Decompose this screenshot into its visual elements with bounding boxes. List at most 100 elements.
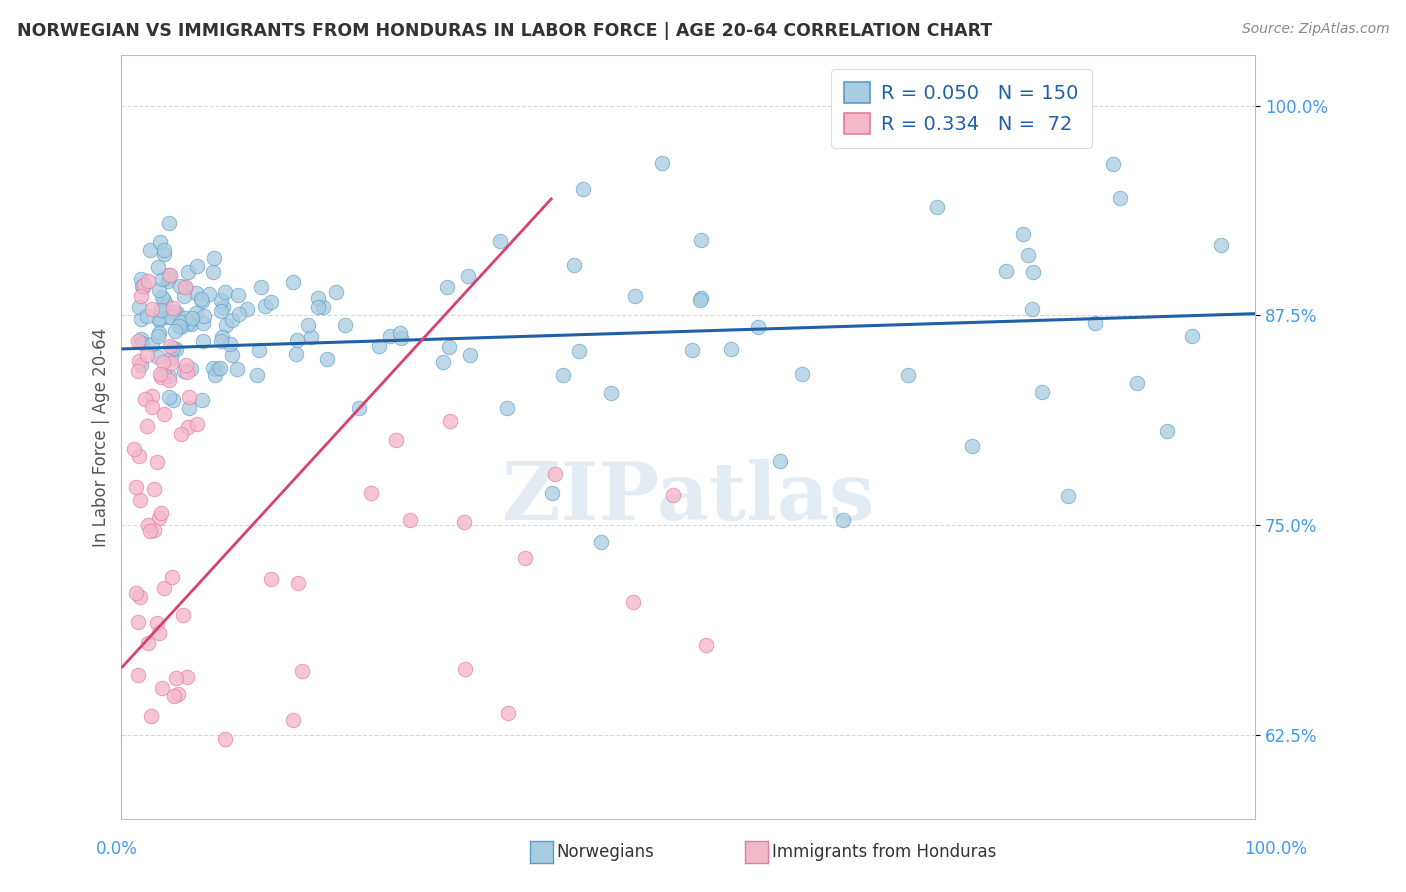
Point	[221, 348, 243, 362]
Text: Norwegians: Norwegians	[557, 843, 655, 861]
Point	[209, 293, 232, 307]
Point	[621, 595, 644, 609]
Point	[436, 280, 458, 294]
Point	[150, 370, 173, 384]
Point	[380, 328, 402, 343]
Point	[177, 420, 200, 434]
Point	[496, 401, 519, 415]
Point	[193, 309, 215, 323]
Point	[360, 485, 382, 500]
Point	[174, 358, 197, 372]
Point	[299, 330, 322, 344]
Point	[150, 271, 173, 285]
Point	[169, 279, 191, 293]
Point	[153, 368, 176, 382]
Point	[453, 662, 475, 676]
Point	[129, 272, 152, 286]
Point	[927, 200, 949, 214]
Point	[127, 364, 149, 378]
Point	[155, 296, 177, 310]
Point	[202, 360, 225, 375]
Point	[139, 243, 162, 257]
Point	[176, 670, 198, 684]
Point	[333, 318, 356, 332]
Point	[136, 348, 159, 362]
Point	[591, 535, 613, 549]
Point	[148, 625, 170, 640]
Point	[439, 414, 461, 428]
Point	[129, 312, 152, 326]
Point	[143, 524, 166, 538]
Point	[128, 492, 150, 507]
Point	[136, 274, 159, 288]
Point	[1102, 157, 1125, 171]
Point	[152, 243, 174, 257]
Point	[388, 326, 411, 341]
Point	[157, 271, 180, 285]
Point	[287, 576, 309, 591]
Point	[176, 365, 198, 379]
Point	[389, 331, 412, 345]
Point	[170, 319, 193, 334]
Point	[747, 319, 769, 334]
Point	[624, 289, 647, 303]
Point	[159, 339, 181, 353]
Point	[384, 433, 406, 447]
Point	[207, 361, 229, 376]
Point	[197, 286, 219, 301]
Point	[125, 586, 148, 600]
Point	[432, 355, 454, 369]
Point	[1021, 265, 1043, 279]
Point	[191, 293, 214, 308]
Point	[398, 512, 420, 526]
Point	[148, 329, 170, 343]
Point	[201, 265, 224, 279]
Point	[157, 369, 180, 384]
Point	[1057, 489, 1080, 503]
Point	[149, 303, 172, 318]
Point	[1180, 329, 1202, 343]
Text: Immigrants from Honduras: Immigrants from Honduras	[772, 843, 997, 861]
Point	[682, 343, 704, 358]
Point	[995, 264, 1018, 278]
Point	[551, 368, 574, 383]
Point	[209, 334, 232, 349]
Point	[458, 348, 481, 362]
Point	[173, 279, 195, 293]
Point	[689, 292, 711, 306]
Point	[368, 338, 391, 352]
Point	[186, 286, 208, 301]
Point	[177, 316, 200, 330]
Point	[284, 347, 307, 361]
Text: ZIPatlas: ZIPatlas	[502, 459, 875, 537]
Point	[457, 268, 479, 283]
Point	[221, 313, 243, 327]
Point	[184, 306, 207, 320]
Point	[695, 638, 717, 652]
Point	[153, 293, 176, 308]
Point	[177, 390, 200, 404]
Point	[152, 355, 174, 369]
Point	[157, 373, 180, 387]
Point	[831, 513, 853, 527]
Point	[1156, 424, 1178, 438]
Point	[209, 303, 232, 318]
Point	[173, 364, 195, 378]
Point	[180, 310, 202, 325]
Point	[1108, 191, 1130, 205]
Point	[219, 337, 242, 351]
Point	[790, 367, 813, 381]
Point	[180, 318, 202, 332]
Point	[138, 636, 160, 650]
Point	[128, 591, 150, 605]
Point	[1211, 237, 1233, 252]
Point	[571, 182, 593, 196]
Point	[177, 401, 200, 415]
Point	[162, 689, 184, 703]
Point	[162, 341, 184, 355]
Point	[146, 455, 169, 469]
Point	[1017, 248, 1039, 262]
Point	[129, 332, 152, 346]
Point	[651, 156, 673, 170]
Point	[325, 285, 347, 299]
